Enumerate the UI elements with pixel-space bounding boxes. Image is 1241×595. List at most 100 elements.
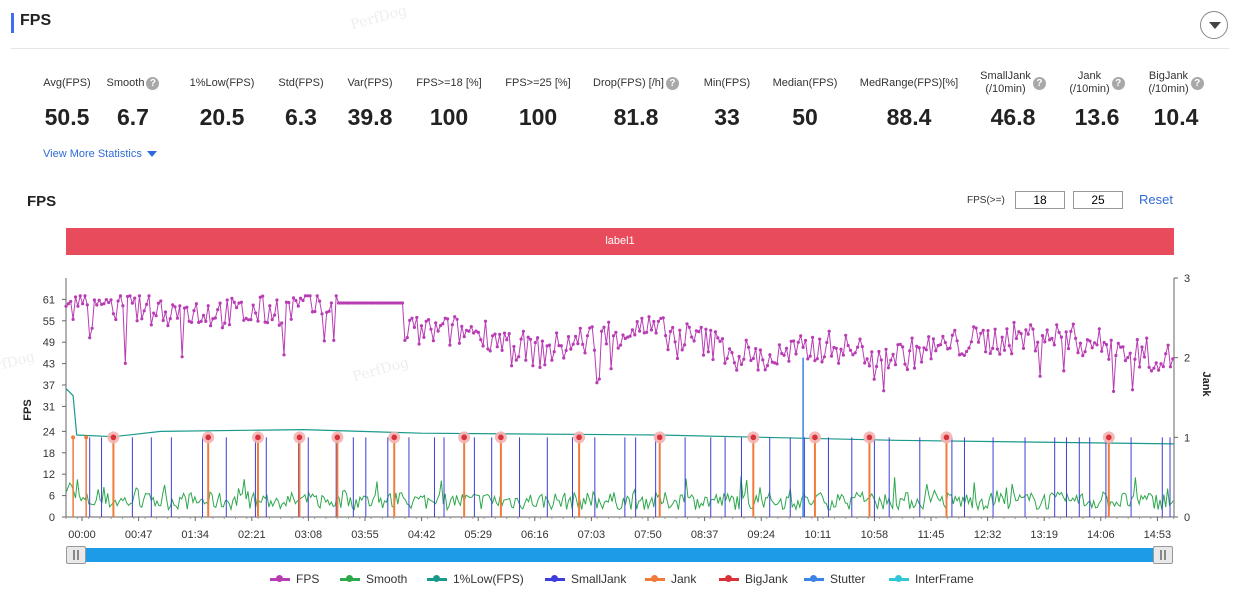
help-icon[interactable]: ? bbox=[1032, 76, 1046, 90]
legend-item-bigjank[interactable]: BigJank bbox=[719, 572, 788, 586]
fps-point bbox=[289, 317, 293, 321]
help-icon[interactable]: ? bbox=[146, 76, 160, 90]
fps-point bbox=[1171, 357, 1175, 361]
fps-threshold-18-input[interactable] bbox=[1015, 191, 1065, 209]
legend-item-fps[interactable]: FPS bbox=[270, 572, 319, 586]
legend-item-interframe[interactable]: InterFrame bbox=[889, 572, 974, 586]
stat-value: 50.5 bbox=[44, 104, 90, 130]
fps-point bbox=[754, 347, 758, 351]
fps-point bbox=[166, 324, 170, 328]
fps-point bbox=[1157, 368, 1161, 372]
fps-point bbox=[377, 301, 381, 305]
fps-point bbox=[270, 318, 274, 322]
fps-point bbox=[690, 335, 694, 339]
fps-point bbox=[464, 328, 469, 332]
fps-point bbox=[559, 344, 563, 348]
stat-label: SmallJank (/10min)? bbox=[943, 70, 1083, 96]
fps-point bbox=[1017, 330, 1021, 334]
collapse-button[interactable] bbox=[1200, 11, 1228, 39]
time-range-slider[interactable] bbox=[75, 548, 1165, 562]
y-tick-label-left: 31 bbox=[43, 401, 55, 413]
reset-button[interactable]: Reset bbox=[1139, 192, 1173, 207]
fps-point bbox=[481, 344, 485, 348]
fps-point bbox=[763, 368, 767, 372]
fps-point bbox=[69, 299, 73, 304]
stat-value: 20.5 bbox=[199, 104, 245, 130]
view-more-statistics-link[interactable]: View More Statistics bbox=[43, 148, 157, 160]
fps-point bbox=[102, 302, 106, 306]
fps-point bbox=[820, 360, 824, 364]
statistics-row: Avg(FPS) 50.5 Smooth? 6.7 1%Low(FPS) 20.5 Std(… bbox=[0, 60, 1241, 170]
fps-point bbox=[277, 323, 281, 327]
fps-point bbox=[393, 301, 397, 305]
fps-point bbox=[960, 352, 964, 356]
fps-point bbox=[1107, 357, 1111, 361]
fps-point bbox=[1090, 346, 1094, 350]
fps-point bbox=[905, 367, 910, 372]
fps-point bbox=[249, 318, 253, 322]
fps-point bbox=[76, 304, 80, 308]
fps-point bbox=[1109, 338, 1113, 342]
fps-point bbox=[716, 336, 720, 340]
legend-label: Stutter bbox=[830, 572, 866, 586]
fps-point bbox=[1114, 353, 1118, 358]
fps-point bbox=[275, 298, 279, 302]
fps-point bbox=[649, 328, 654, 332]
fps-point bbox=[934, 349, 938, 353]
fps-point bbox=[614, 330, 618, 334]
fps-point bbox=[1002, 348, 1007, 352]
fps-point bbox=[1064, 330, 1068, 334]
fps-point bbox=[443, 316, 447, 320]
fps-point bbox=[163, 310, 168, 314]
legend-item-smooth[interactable]: Smooth bbox=[340, 572, 407, 586]
help-icon[interactable]: ? bbox=[1111, 76, 1125, 90]
stat-label: Smooth? bbox=[63, 70, 203, 96]
stat-value: 6.7 bbox=[117, 104, 149, 130]
legend-item-jank[interactable]: Jank bbox=[645, 572, 696, 586]
legend-item-1-low-fps[interactable]: 1%Low(FPS) bbox=[427, 572, 524, 586]
fps-point bbox=[976, 340, 981, 344]
legend-item-smalljank[interactable]: SmallJank bbox=[545, 572, 626, 586]
fps-point bbox=[661, 316, 665, 320]
fps-point bbox=[1036, 340, 1040, 344]
series-1-low bbox=[65, 388, 1175, 445]
label-band[interactable]: label1 bbox=[66, 228, 1174, 255]
fps-threshold-25-input[interactable] bbox=[1073, 191, 1123, 209]
fps-point bbox=[600, 329, 604, 333]
fps-point bbox=[476, 330, 480, 334]
fps-point bbox=[223, 321, 227, 325]
fps-point bbox=[1038, 374, 1042, 378]
fps-point bbox=[768, 353, 772, 357]
legend-swatch bbox=[340, 575, 360, 583]
fps-point bbox=[1081, 354, 1085, 358]
fps-point bbox=[220, 326, 224, 330]
fps-point bbox=[590, 325, 594, 329]
y-tick-label-left: 12 bbox=[43, 469, 55, 481]
stat-label: Jank (/10min)? bbox=[1027, 70, 1167, 96]
stat-label: BigJank (/10min)? bbox=[1106, 70, 1241, 96]
fps-point bbox=[92, 298, 96, 302]
x-tick-label: 10:58 bbox=[861, 529, 889, 541]
help-icon[interactable]: ? bbox=[1190, 76, 1204, 90]
fps-point bbox=[303, 294, 307, 298]
fps-point bbox=[787, 359, 791, 363]
help-icon[interactable]: ? bbox=[665, 76, 679, 90]
fps-point bbox=[569, 347, 573, 351]
legend-swatch bbox=[804, 575, 824, 583]
fps-point bbox=[427, 318, 431, 322]
fps-point bbox=[749, 358, 753, 363]
fps-point bbox=[488, 349, 492, 353]
fps-point bbox=[588, 326, 592, 330]
slider-right-handle[interactable] bbox=[1153, 546, 1173, 564]
fps-point bbox=[85, 303, 89, 307]
bigjank-marker bbox=[391, 434, 398, 441]
legend-item-stutter[interactable]: Stutter bbox=[804, 572, 865, 586]
y-tick-label-left: 55 bbox=[43, 316, 55, 328]
fps-point bbox=[993, 327, 997, 331]
fps-point bbox=[251, 303, 255, 307]
chart-title: FPS bbox=[27, 193, 57, 210]
fps-point bbox=[995, 347, 1000, 351]
slider-left-handle[interactable] bbox=[66, 546, 86, 564]
fps-point bbox=[123, 361, 127, 365]
